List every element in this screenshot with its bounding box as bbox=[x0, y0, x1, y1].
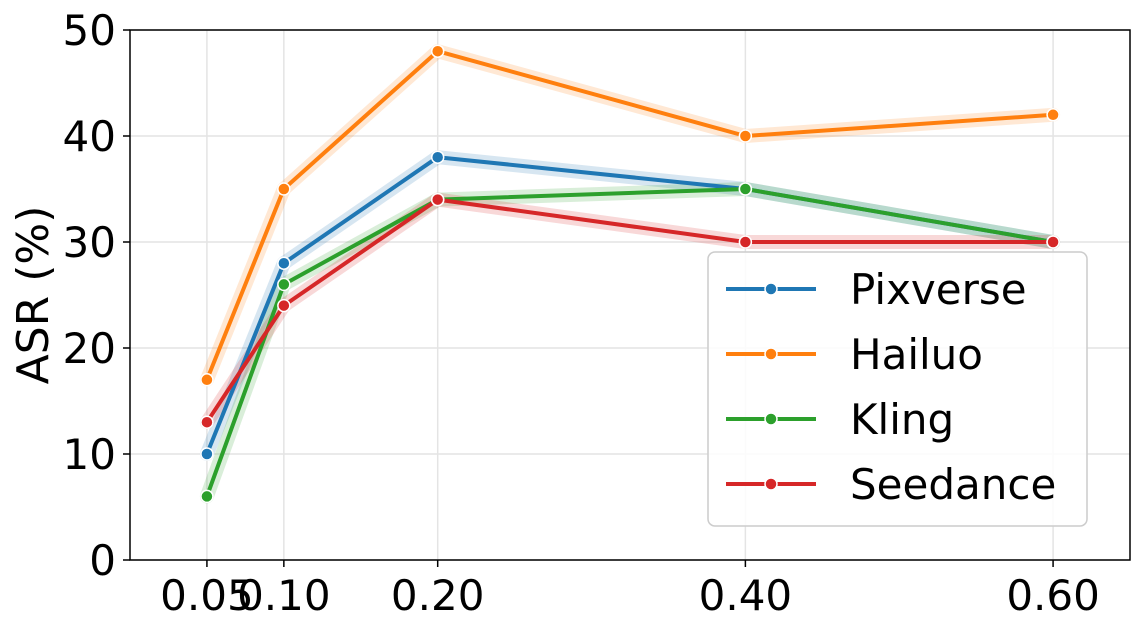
data-point-seedance bbox=[1046, 235, 1060, 249]
data-point-kling bbox=[277, 277, 291, 292]
x-tick-label: 0.60 bbox=[1006, 571, 1100, 620]
legend-marker-kling bbox=[764, 412, 778, 426]
y-tick-label: 50 bbox=[63, 6, 116, 55]
series-markers bbox=[200, 44, 1060, 504]
x-tick-label: 0.20 bbox=[391, 571, 485, 620]
data-point-seedance bbox=[738, 235, 753, 249]
y-tick-label: 0 bbox=[89, 536, 116, 585]
legend-label-hailuo: Hailuo bbox=[850, 330, 983, 379]
data-point-hailuo bbox=[1046, 108, 1060, 122]
data-point-seedance bbox=[430, 192, 445, 207]
x-axis-ticks: 0.050.10 0.20 0.40 0.60 bbox=[160, 560, 1100, 620]
x-tick-label: 0.10 bbox=[237, 571, 331, 620]
y-axis-label: ASR (%) bbox=[8, 206, 59, 385]
data-point-kling bbox=[738, 182, 753, 196]
data-point-hailuo bbox=[277, 182, 291, 196]
legend-label-kling: Kling bbox=[850, 395, 954, 444]
data-point-hailuo bbox=[200, 373, 214, 387]
data-point-hailuo bbox=[430, 44, 445, 58]
legend: Pixverse Hailuo Kling Seedance bbox=[707, 251, 1088, 527]
plot-frame bbox=[129, 29, 1131, 561]
legend-marker-hailuo bbox=[764, 347, 778, 361]
data-point-kling bbox=[200, 489, 214, 504]
y-tick-label: 30 bbox=[63, 218, 116, 267]
data-point-seedance bbox=[200, 415, 214, 429]
y-tick-label: 20 bbox=[63, 324, 116, 373]
data-point-pixverse bbox=[277, 256, 291, 270]
legend-label-seedance: Seedance bbox=[850, 460, 1056, 509]
x-tick-label: 0.05 bbox=[160, 571, 254, 620]
data-point-pixverse bbox=[430, 150, 445, 164]
data-point-pixverse bbox=[200, 447, 214, 461]
y-tick-label: 10 bbox=[63, 430, 116, 479]
legend-frame bbox=[707, 251, 1088, 527]
x-tick-label: 0.40 bbox=[699, 571, 793, 620]
y-axis-ticks: 0 10 20 30 40 50 bbox=[63, 6, 130, 585]
data-point-seedance bbox=[277, 298, 291, 313]
legend-label-pixverse: Pixverse bbox=[850, 265, 1027, 314]
legend-marker-pixverse bbox=[764, 282, 778, 296]
data-point-hailuo bbox=[738, 129, 753, 143]
legend-entries: Pixverse Hailuo Kling Seedance bbox=[726, 265, 1056, 509]
legend-marker-seedance bbox=[764, 477, 778, 491]
y-tick-label: 40 bbox=[63, 112, 116, 161]
